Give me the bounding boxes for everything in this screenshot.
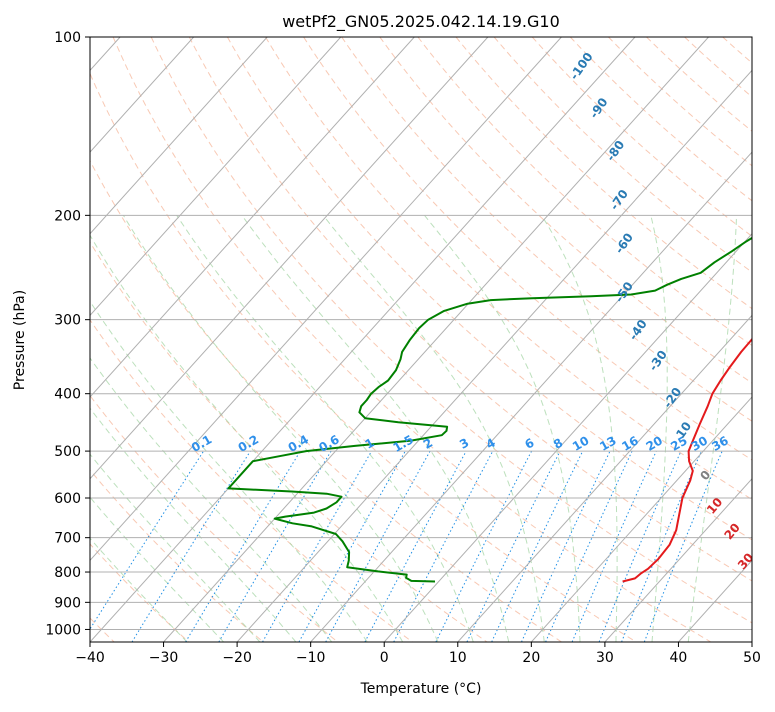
x-tick-label: −10 — [296, 650, 326, 666]
y-axis-title: Pressure (hPa) — [12, 290, 28, 390]
y-tick-label: 200 — [54, 208, 81, 224]
x-tick-label: 10 — [449, 650, 467, 666]
x-axis-title: Temperature (°C) — [360, 681, 482, 697]
y-tick-label: 500 — [54, 444, 81, 460]
y-tick-label: 1000 — [45, 622, 81, 638]
x-tick-label: 30 — [596, 650, 614, 666]
y-tick-label: 700 — [54, 531, 81, 547]
x-tick-label: 20 — [522, 650, 540, 666]
chart-title: wetPf2_GN05.2025.042.14.19.G10 — [282, 12, 560, 32]
x-tick-label: 40 — [670, 650, 688, 666]
x-tick-label: −40 — [75, 650, 105, 666]
y-tick-label: 300 — [54, 313, 81, 329]
y-tick-label: 600 — [54, 491, 81, 507]
y-tick-label: 800 — [54, 565, 81, 581]
y-tick-label: 900 — [54, 595, 81, 611]
y-tick-label: 100 — [54, 30, 81, 46]
y-tick-label: 400 — [54, 387, 81, 403]
x-tick-label: −30 — [149, 650, 179, 666]
x-tick-label: −20 — [222, 650, 252, 666]
x-tick-label: 0 — [380, 650, 389, 666]
x-tick-label: 50 — [743, 650, 761, 666]
